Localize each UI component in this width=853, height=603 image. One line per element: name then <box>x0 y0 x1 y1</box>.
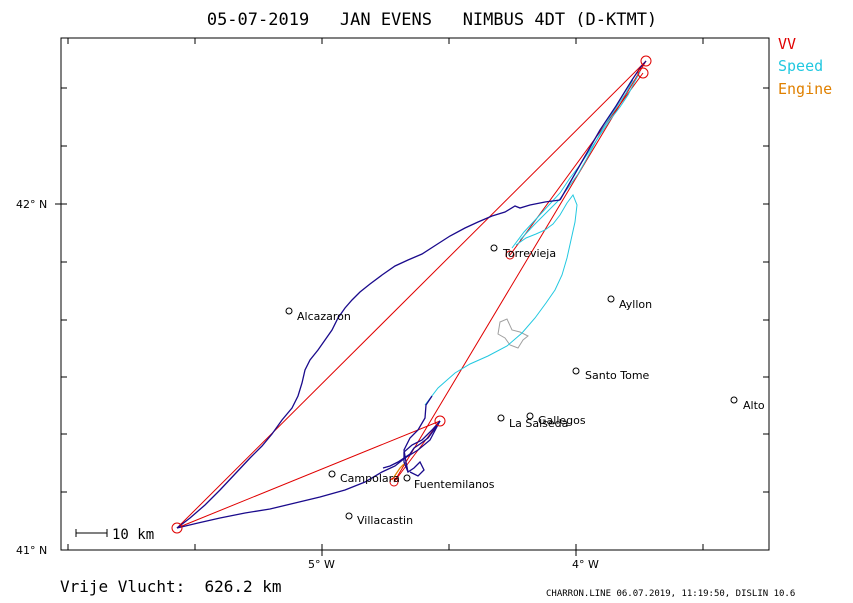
turnpoint-torrevieja <box>505 250 515 260</box>
town-ayllon: Ayllon <box>619 298 652 311</box>
turnpoints <box>171 55 652 534</box>
lat-label-42: 42° N <box>16 198 47 211</box>
turnpoint-south <box>434 415 446 427</box>
turnpoint-north-2 <box>637 67 649 79</box>
turnpoint-home <box>389 477 399 487</box>
legend-vv: VV <box>778 35 796 53</box>
lon-label-4w: 4° W <box>572 558 599 571</box>
town-santo-tome: Santo Tome <box>585 369 650 382</box>
town-la-salseda: La Salseda <box>509 417 568 430</box>
scale-bar <box>75 529 108 537</box>
town-villacastin: Villacastin <box>357 514 413 527</box>
town-alto: Alto <box>743 399 765 412</box>
distance-summary: Vrije Vlucht: 626.2 km <box>60 577 282 596</box>
bottom-ticks <box>67 544 704 556</box>
town-gallegos: Gallegos <box>538 414 586 427</box>
footer-info: CHARRON.LINE 06.07.2019, 11:19:50, DISLI… <box>546 589 795 599</box>
lon-label-5w: 5° W <box>308 558 335 571</box>
town-markers <box>285 244 738 520</box>
town-campolara: Campolara <box>340 472 400 485</box>
flight-track <box>176 60 647 529</box>
task-lines <box>176 60 647 529</box>
engine-segment <box>391 463 405 481</box>
right-ticks <box>763 87 769 493</box>
town-fuentemilanos: Fuentemilanos <box>414 478 495 491</box>
town-torrevieja: Torrevieja <box>502 247 556 260</box>
legend-engine: Engine <box>778 80 832 98</box>
legend-speed: Speed <box>778 57 823 75</box>
terrain-outline <box>497 318 529 349</box>
lat-label-41: 41° N <box>16 544 47 557</box>
top-ticks <box>67 38 704 44</box>
turnpoint-north-1 <box>640 55 652 67</box>
scale-label: 10 km <box>112 527 154 543</box>
map-frame <box>60 37 770 551</box>
turnpoint-start <box>171 522 183 534</box>
left-ticks <box>55 87 67 493</box>
map-title: 05-07-2019 JAN EVENS NIMBUS 4DT (D-KTMT) <box>207 10 657 30</box>
town-alcazaron: Alcazaron <box>297 310 351 323</box>
